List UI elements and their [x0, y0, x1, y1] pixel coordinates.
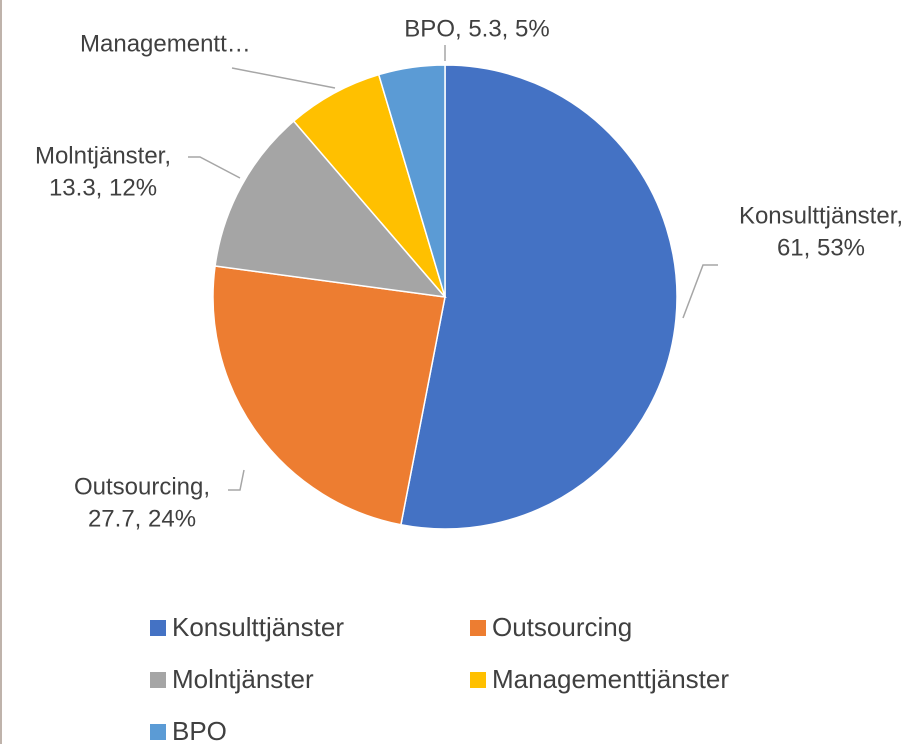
data-label: Konsulttjänster,	[739, 202, 903, 229]
legend-marker	[150, 724, 166, 740]
data-label: 61, 53%	[777, 234, 865, 261]
data-label: Outsourcing,	[74, 473, 210, 500]
leader-line	[682, 264, 718, 319]
data-label: Managementt…	[80, 30, 251, 57]
data-label: 27.7, 24%	[88, 505, 196, 532]
pie-slice	[400, 64, 678, 530]
data-label: 13.3, 12%	[49, 174, 157, 201]
legend-label: Konsulttjänster	[172, 612, 344, 642]
legend-label: BPO	[172, 716, 227, 744]
pie-slice	[377, 64, 446, 298]
legend-label: Outsourcing	[492, 612, 632, 642]
pie-slice	[214, 120, 447, 299]
data-label: Molntjänster,	[35, 142, 171, 169]
legend-label: Molntjänster	[172, 664, 314, 694]
legend-marker	[470, 620, 486, 636]
data-label: BPO, 5.3, 5%	[404, 15, 549, 42]
legend-marker	[150, 672, 166, 688]
pie-slice	[212, 265, 446, 526]
legend-marker	[470, 672, 486, 688]
legend-label: Managementtjänster	[492, 664, 729, 694]
leader-line	[231, 67, 336, 89]
leader-line	[188, 156, 241, 179]
legend-marker	[150, 620, 166, 636]
leader-line	[228, 469, 245, 491]
